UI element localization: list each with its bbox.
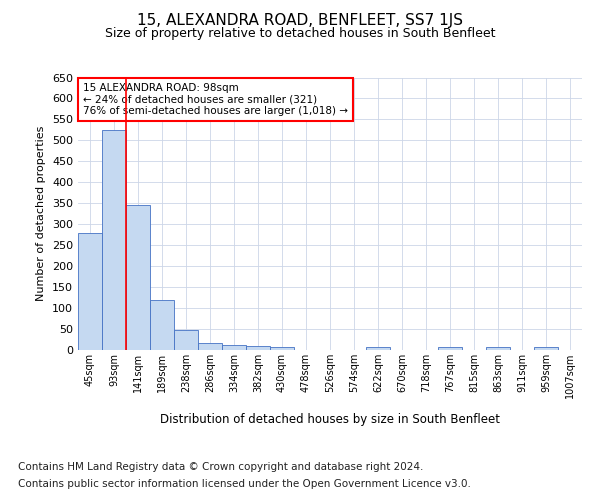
Bar [150, 300, 174, 350]
Bar [78, 232, 102, 350]
Bar [174, 330, 198, 350]
Bar [270, 348, 294, 350]
Bar [126, 206, 150, 350]
Bar [246, 346, 270, 350]
Text: Contains HM Land Registry data © Crown copyright and database right 2024.: Contains HM Land Registry data © Crown c… [18, 462, 424, 472]
Text: Contains public sector information licensed under the Open Government Licence v3: Contains public sector information licen… [18, 479, 471, 489]
Bar [486, 348, 510, 350]
Text: Distribution of detached houses by size in South Benfleet: Distribution of detached houses by size … [160, 412, 500, 426]
Text: Size of property relative to detached houses in South Benfleet: Size of property relative to detached ho… [105, 28, 495, 40]
Bar [222, 346, 246, 350]
Bar [438, 348, 462, 350]
Text: 15, ALEXANDRA ROAD, BENFLEET, SS7 1JS: 15, ALEXANDRA ROAD, BENFLEET, SS7 1JS [137, 12, 463, 28]
Text: 15 ALEXANDRA ROAD: 98sqm
← 24% of detached houses are smaller (321)
76% of semi-: 15 ALEXANDRA ROAD: 98sqm ← 24% of detach… [83, 83, 348, 116]
Y-axis label: Number of detached properties: Number of detached properties [37, 126, 46, 302]
Bar [102, 130, 126, 350]
Bar [534, 348, 558, 350]
Bar [366, 348, 390, 350]
Bar [198, 344, 222, 350]
